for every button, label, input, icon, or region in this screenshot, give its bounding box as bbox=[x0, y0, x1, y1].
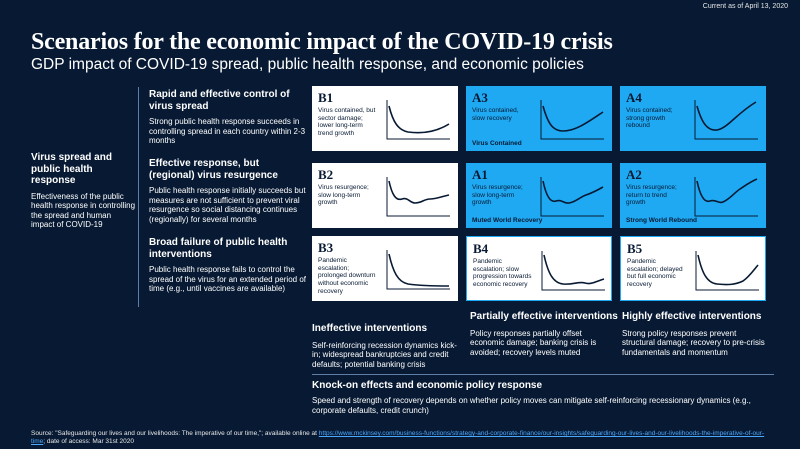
scenario-desc: Virus resurgence; slow long-term growth bbox=[318, 184, 369, 207]
gdp-curve-icon bbox=[540, 177, 604, 217]
scenario-label: Muted World Recovery bbox=[472, 217, 543, 224]
axis-virus-spread-title: Virus spread and public health response bbox=[31, 152, 112, 186]
scenario-cell-a3: A3 Virus contained, slow recovery Virus … bbox=[466, 86, 612, 151]
axis-economic-policy: Knock-on effects and economic policy res… bbox=[312, 380, 782, 415]
gdp-curve-icon bbox=[386, 100, 450, 140]
scenario-id: B4 bbox=[473, 241, 489, 256]
scenario-id: A1 bbox=[472, 167, 488, 182]
scenario-id: B1 bbox=[318, 90, 334, 105]
axis-economic-policy-title: Knock-on effects and economic policy res… bbox=[312, 380, 543, 391]
gdp-curve-icon bbox=[540, 100, 604, 140]
source-suffix: ; date of access: Mar 31st 2020 bbox=[43, 438, 134, 445]
horizontal-divider bbox=[312, 374, 774, 375]
scenario-cell-b3: B3 Pandemic escalation; prolonged downtu… bbox=[312, 236, 458, 301]
column-title: Partially effective interventions bbox=[470, 311, 618, 322]
gdp-curve-icon bbox=[694, 100, 758, 140]
column-highly-effective: Highly effective interventions Strong po… bbox=[622, 311, 770, 357]
row-desc: Public health response initially succeed… bbox=[149, 186, 306, 224]
source-link[interactable]: https://www.mckinsey.com/business-functi… bbox=[31, 430, 765, 445]
column-desc: Strong policy responses prevent structur… bbox=[622, 328, 765, 357]
column-desc: Self-reinforcing recession dynamics kick… bbox=[312, 340, 457, 369]
axis-virus-spread: Virus spread and public health response … bbox=[31, 152, 136, 230]
gdp-curve-icon bbox=[694, 177, 758, 217]
gdp-curve-icon bbox=[541, 251, 605, 291]
scenario-desc: Virus resurgence; slow long-term growth bbox=[472, 184, 523, 207]
scenario-cell-a1: A1 Virus resurgence; slow long-term grow… bbox=[466, 163, 612, 228]
axis-virus-spread-desc: Effectiveness of the public health respo… bbox=[31, 191, 136, 230]
scenario-id: B2 bbox=[318, 167, 334, 182]
scenario-label: Strong World Rebound bbox=[626, 217, 698, 224]
column-title: Ineffective interventions bbox=[312, 323, 428, 334]
scenario-desc: Virus contained, slow recovery bbox=[472, 107, 519, 122]
scenario-desc: Virus contained, but sector damage; lowe… bbox=[318, 107, 376, 138]
scenario-desc: Pandemic escalation; slow progression to… bbox=[473, 258, 532, 289]
row-title: Broad failure of public health intervent… bbox=[149, 237, 288, 260]
scenario-id: B3 bbox=[318, 240, 334, 255]
scenario-id: B5 bbox=[627, 241, 643, 256]
column-desc: Policy responses partially offset econom… bbox=[470, 328, 597, 357]
scenario-cell-b1: B1 Virus contained, but sector damage; l… bbox=[312, 86, 458, 151]
gdp-curve-icon bbox=[386, 250, 450, 290]
source-prefix: Source: "Safeguarding our lives and our … bbox=[31, 430, 319, 437]
column-partially-effective: Partially effective interventions Policy… bbox=[470, 311, 618, 357]
row-rapid-control: Rapid and effective control of virus spr… bbox=[149, 89, 307, 146]
gdp-curve-icon bbox=[695, 251, 759, 291]
column-ineffective: Ineffective interventions Self-reinforci… bbox=[312, 323, 460, 369]
row-broad-failure: Broad failure of public health intervent… bbox=[149, 237, 307, 294]
column-title: Highly effective interventions bbox=[622, 311, 762, 322]
scenario-cell-b5: B5 Pandemic escalation; delayed but full… bbox=[620, 236, 766, 301]
scenario-id: A2 bbox=[626, 167, 642, 182]
scenario-cell-b2: B2 Virus resurgence; slow long-term grow… bbox=[312, 163, 458, 228]
row-desc: Public health response fails to control … bbox=[149, 265, 306, 293]
scenario-id: A3 bbox=[472, 90, 488, 105]
scenario-cell-a2: A2 Virus resurgence; return to trend gro… bbox=[620, 163, 766, 228]
row-regional-resurgence: Effective response, but (regional) virus… bbox=[149, 158, 307, 224]
scenario-desc: Virus contained; strong growth rebound bbox=[626, 107, 673, 130]
scenario-desc: Pandemic escalation; prolonged downturn … bbox=[318, 257, 376, 295]
row-desc: Strong public health response succeeds i… bbox=[149, 117, 306, 145]
scenario-cell-a4: A4 Virus contained; strong growth reboun… bbox=[620, 86, 766, 151]
page-title: Scenarios for the economic impact of the… bbox=[31, 29, 613, 55]
scenario-cell-b4: B4 Pandemic escalation; slow progression… bbox=[466, 236, 612, 301]
scenario-id: A4 bbox=[626, 90, 642, 105]
source-note: Source: "Safeguarding our lives and our … bbox=[31, 430, 766, 446]
row-title: Rapid and effective control of virus spr… bbox=[149, 89, 290, 112]
axis-economic-policy-desc: Speed and strength of recovery depends o… bbox=[312, 396, 751, 415]
page-subtitle: GDP impact of COVID-19 spread, public he… bbox=[31, 56, 584, 73]
vertical-divider bbox=[138, 87, 139, 307]
row-title: Effective response, but (regional) virus… bbox=[149, 158, 278, 181]
scenario-desc: Virus resurgence; return to trend growth bbox=[626, 184, 677, 207]
scenario-desc: Pandemic escalation; delayed but full ec… bbox=[627, 258, 683, 289]
scenario-label: Virus Contained bbox=[472, 140, 522, 147]
as-of-date: Current as of April 13, 2020 bbox=[702, 3, 788, 10]
gdp-curve-icon bbox=[386, 177, 450, 217]
